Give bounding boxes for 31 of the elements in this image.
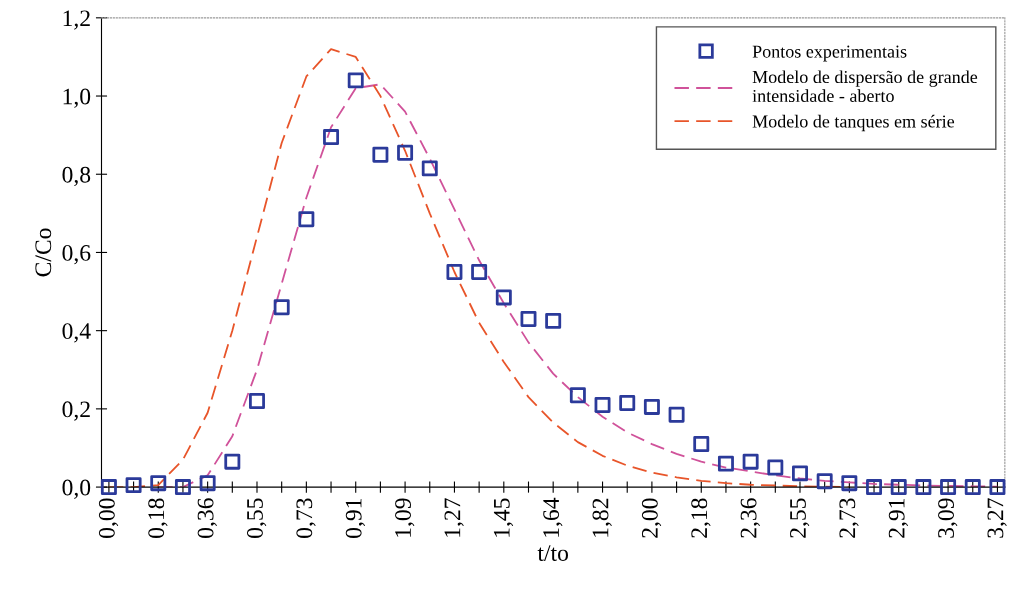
legend-label: Modelo de tanques em série [752,114,955,132]
x-tick-label: 0,36 [197,498,217,538]
x-tick-label: 0,00 [98,498,119,538]
y-tick-label: 0,8 [62,166,91,187]
x-tick-label: 3,27 [987,498,1007,538]
x-tick-label: 1,82 [592,498,612,537]
y-tick-label: 1,2 [63,10,90,30]
x-tick-label: 2,36 [740,498,760,538]
x-tick-label: 0,55 [246,498,267,538]
x-tick-label: 2,73 [839,498,859,538]
y-tick-label: 0,4 [62,323,91,343]
x-tick-label: 0,73 [296,498,316,538]
y-tick-label: 0,6 [62,244,91,265]
y-tick-label: 0,2 [62,401,90,421]
x-tick-label: 2,18 [691,498,711,538]
x-tick-label: 1,09 [395,498,415,537]
y-tick-label: 0,0 [62,479,91,499]
x-axis-title: t/to [537,545,569,561]
x-tick-label: 1,27 [444,498,464,537]
x-tick-label: 2,55 [790,498,810,538]
x-tick-label: 3,09 [938,498,958,538]
x-tick-label: 2,00 [641,498,662,538]
y-tick-label: 1,0 [63,88,91,108]
x-tick-label: 1,45 [493,498,514,537]
y-axis-title: C/Co [35,228,52,277]
x-tick-label: 0,18 [148,498,168,538]
legend-label: Modelo de dispersão de grande intensidade - aberto [752,70,978,103]
x-tick-label: 0,91 [345,498,366,538]
x-tick-label: 2,91 [888,498,909,538]
x-tick-label: 1,64 [543,497,563,537]
legend-label: Pontos experimentais [752,45,907,62]
